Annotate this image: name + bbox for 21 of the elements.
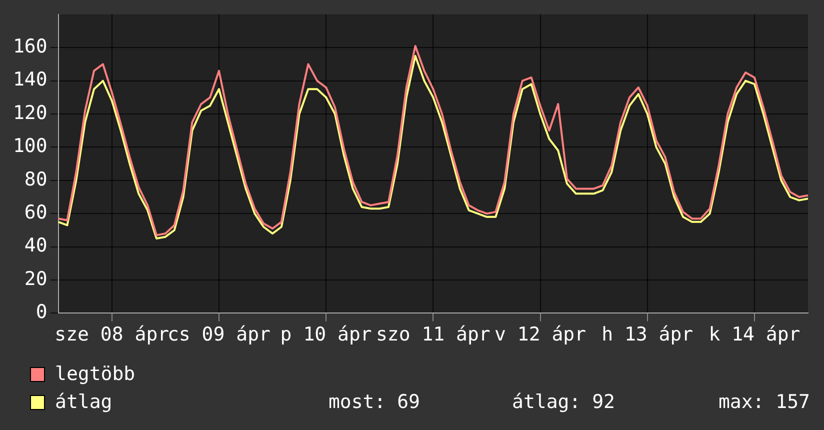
legend-label: legtöbb [55, 363, 136, 385]
y-tick-label: 100 [12, 135, 48, 158]
x-tick-label: p 10 ápr [280, 324, 372, 346]
x-tick-label: v 12 ápr [494, 324, 586, 346]
x-tick-label: cs 09 ápr [167, 324, 270, 346]
y-tick-label: 20 [24, 268, 48, 290]
x-tick-label: szo 11 ápr [376, 324, 490, 346]
y-tick-label: 60 [24, 202, 48, 224]
y-tick-label: 140 [12, 68, 48, 91]
y-tick-label: 80 [24, 168, 48, 190]
y-tick-label: 120 [12, 102, 48, 124]
x-tick-label: k 14 ápr [708, 324, 800, 346]
x-tick-label: h 13 ápr [602, 324, 694, 346]
text: most: 69 [327, 391, 420, 413]
y-tick-label: 0 [36, 301, 48, 324]
y-tick-label: 40 [24, 234, 48, 257]
x-tick-label: sze 08 ápr [54, 324, 170, 346]
text: max: 157 [717, 391, 810, 413]
y-tick-label: 160 [12, 36, 48, 58]
legend-label: átlag [55, 391, 112, 413]
text: átlag: 92 [511, 391, 615, 413]
